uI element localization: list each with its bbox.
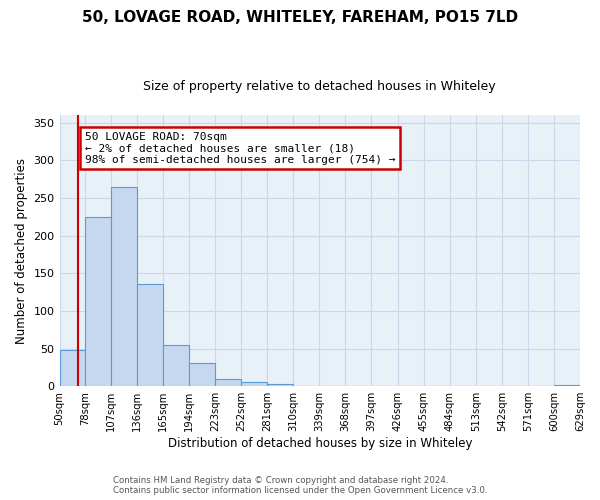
Title: Size of property relative to detached houses in Whiteley: Size of property relative to detached ho… xyxy=(143,80,496,93)
Bar xyxy=(241,382,267,386)
X-axis label: Distribution of detached houses by size in Whiteley: Distribution of detached houses by size … xyxy=(167,437,472,450)
Bar xyxy=(59,350,85,386)
Bar xyxy=(189,363,215,386)
Bar xyxy=(267,384,293,386)
Y-axis label: Number of detached properties: Number of detached properties xyxy=(15,158,28,344)
Text: 50 LOVAGE ROAD: 70sqm
← 2% of detached houses are smaller (18)
98% of semi-detac: 50 LOVAGE ROAD: 70sqm ← 2% of detached h… xyxy=(85,132,395,165)
Bar xyxy=(215,378,241,386)
Bar xyxy=(554,384,580,386)
Text: Contains HM Land Registry data © Crown copyright and database right 2024.
Contai: Contains HM Land Registry data © Crown c… xyxy=(113,476,487,495)
Text: 50, LOVAGE ROAD, WHITELEY, FAREHAM, PO15 7LD: 50, LOVAGE ROAD, WHITELEY, FAREHAM, PO15… xyxy=(82,10,518,25)
Bar xyxy=(163,345,189,386)
Bar xyxy=(111,186,137,386)
Bar xyxy=(137,284,163,386)
Bar xyxy=(85,218,111,386)
